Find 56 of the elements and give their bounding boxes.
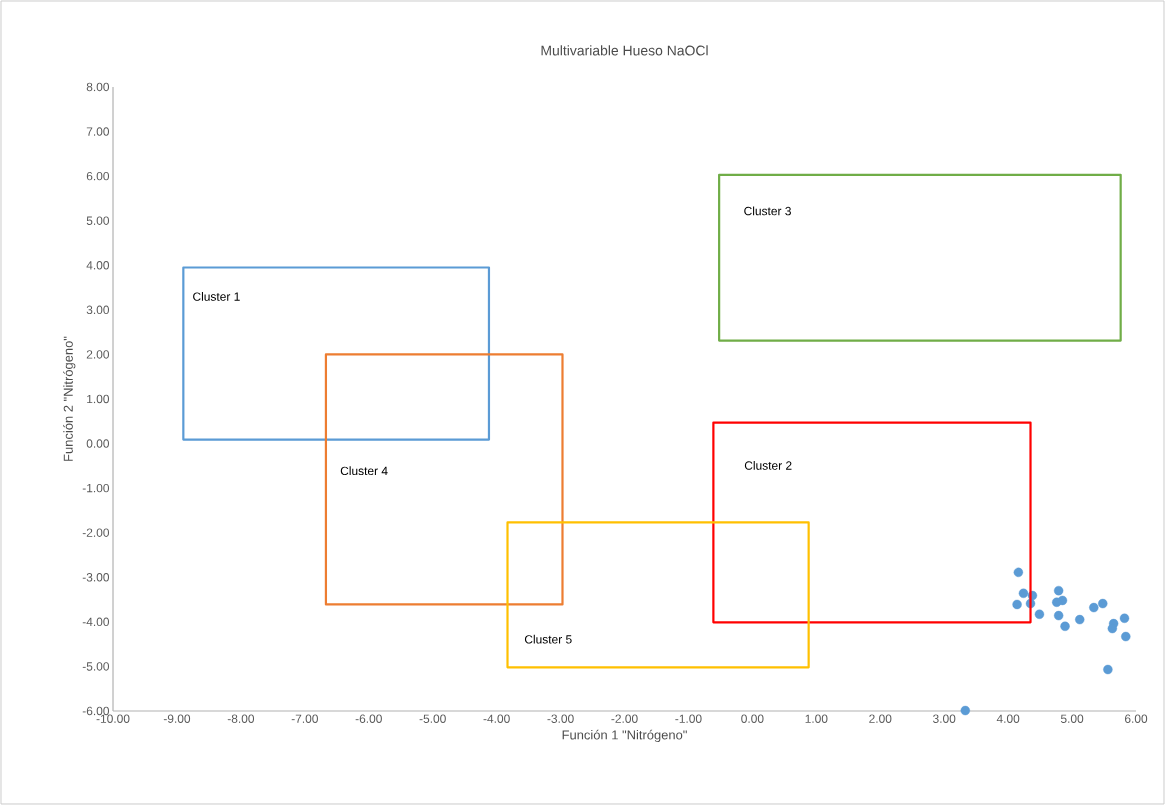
- point: [1107, 623, 1118, 634]
- point: [1121, 631, 1131, 642]
- point: [1075, 614, 1085, 625]
- y-tick-label: -5.00: [82, 662, 110, 671]
- point: [1119, 613, 1130, 623]
- y-tick-label: -2.00: [82, 528, 110, 537]
- x-tick-label: -8.00: [227, 714, 255, 723]
- y-tick-label: -4.00: [82, 617, 110, 627]
- x-tick-label: -2.00: [611, 714, 638, 723]
- y-tick-label: 2.00: [86, 350, 110, 359]
- annotation: Cluster 2: [744, 461, 792, 470]
- point: [1103, 664, 1113, 675]
- x-tick-label: 4.00: [996, 714, 1020, 723]
- y-tick-label: 5.00: [86, 216, 110, 225]
- point: [1034, 609, 1045, 619]
- x-tick-label: 1.00: [805, 714, 828, 723]
- point: [1013, 567, 1024, 578]
- x-tick-label: -3.00: [547, 714, 574, 723]
- chart-title: Multivariable Hueso NaOCl: [541, 45, 708, 56]
- x-tick-label: -7.00: [291, 714, 318, 723]
- point: [1060, 621, 1070, 631]
- y-tick-label: 6.00: [86, 171, 110, 181]
- y-tick-label: -3.00: [82, 573, 110, 582]
- point: [960, 705, 970, 716]
- y-tick-label: -6.00: [82, 706, 110, 716]
- point: [1012, 599, 1022, 610]
- point: [1098, 598, 1108, 609]
- x-tick-label: 0.00: [741, 714, 764, 723]
- x-axis-title: Función 1 "Nitrógeno": [562, 729, 687, 743]
- x-tick-label: -1.00: [675, 714, 702, 723]
- point: [1089, 602, 1099, 613]
- y-tick-label: 7.00: [86, 127, 110, 136]
- point: [1053, 585, 1064, 596]
- point: [1052, 597, 1062, 607]
- x-tick-label: -10.00: [96, 714, 130, 723]
- y-tick-label: 1.00: [87, 394, 110, 404]
- x-tick-label: 5.00: [1060, 714, 1084, 723]
- y-tick-label: 0.00: [86, 439, 110, 448]
- x-tick-label: -5.00: [419, 714, 446, 723]
- x-tick-label: 6.00: [1124, 714, 1148, 723]
- x-tick-label: 3.00: [933, 714, 956, 723]
- x-tick-label: -4.00: [483, 714, 510, 723]
- annotation: Cluster 5: [524, 634, 572, 644]
- x-tick-label: 2.00: [869, 714, 892, 723]
- x-tick-label: -9.00: [163, 714, 191, 723]
- annotation: Cluster 1: [193, 292, 240, 301]
- point: [1053, 610, 1064, 621]
- y-tick-label: 4.00: [86, 261, 110, 270]
- y-tick-label: 8.00: [86, 82, 110, 92]
- y-tick-label: -1.00: [82, 483, 110, 493]
- y-axis-title: Función 2 "Nitrógeno": [63, 336, 76, 461]
- annotation: Cluster 3: [744, 206, 791, 216]
- annotation: Cluster 4: [340, 466, 388, 476]
- x-tick-label: -6.00: [355, 714, 382, 723]
- point: [1018, 588, 1029, 599]
- y-tick-label: 3.00: [86, 305, 110, 315]
